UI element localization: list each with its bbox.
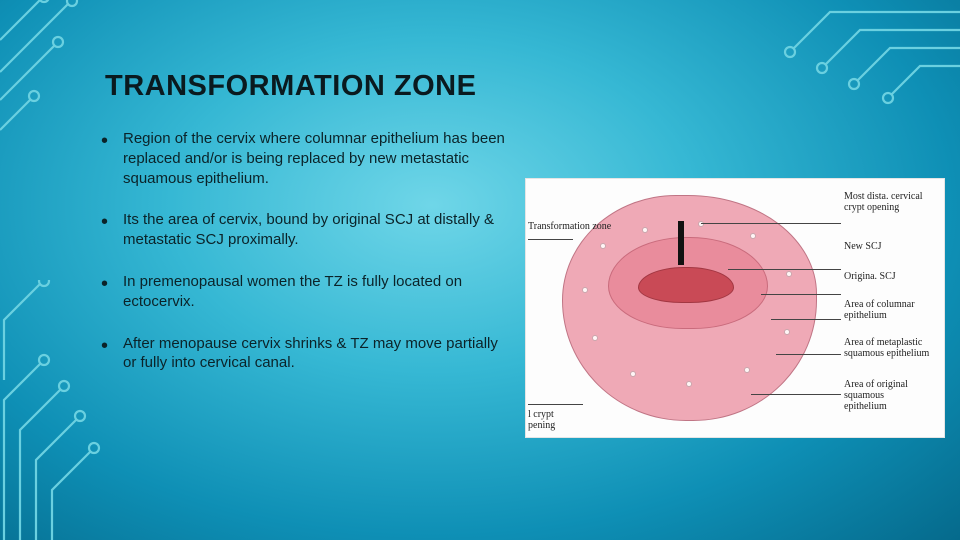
label-distal-crypt: Most dista. cervical crypt opening xyxy=(844,191,944,213)
crypt-dot xyxy=(750,233,756,239)
bullet-item: After menopause cervix shrinks & TZ may … xyxy=(105,334,515,374)
leader-line xyxy=(751,394,841,395)
indicator-bar xyxy=(678,221,684,265)
leader-line xyxy=(728,269,841,270)
crypt-dot xyxy=(630,371,636,377)
leader-line xyxy=(528,404,583,405)
leader-line xyxy=(771,319,841,320)
crypt-dot xyxy=(582,287,588,293)
label-original-squamous: Area of original squamous epithelium xyxy=(844,379,944,412)
crypt-dot xyxy=(642,227,648,233)
label-original-scj: Origina. SCJ xyxy=(844,271,896,282)
bullet-list: Region of the cervix where columnar epit… xyxy=(105,129,515,373)
label-new-scj: New SCJ xyxy=(844,241,882,252)
cervix-diagram: Transformation zone Most dista. cervical… xyxy=(525,178,945,438)
bullet-item: Region of the cervix where columnar epit… xyxy=(105,129,515,188)
label-columnar: Area of columnar epithelium xyxy=(844,299,944,321)
bullet-item: In premenopausal women the TZ is fully l… xyxy=(105,272,515,312)
label-crypt-opening: l crypt pening xyxy=(528,409,555,431)
circuit-left xyxy=(0,280,110,540)
leader-line xyxy=(701,223,841,224)
crypt-dot xyxy=(592,335,598,341)
crypt-dot xyxy=(686,381,692,387)
crypt-dot xyxy=(786,271,792,277)
label-transformation-zone: Transformation zone xyxy=(528,221,611,232)
crypt-dot xyxy=(744,367,750,373)
crypt-dot xyxy=(698,221,704,227)
text-column: TRANSFORMATION ZONE Region of the cervix… xyxy=(105,70,515,500)
crypt-dot xyxy=(600,243,606,249)
slide: TRANSFORMATION ZONE Region of the cervix… xyxy=(0,0,960,540)
figure-column: Transformation zone Most dista. cervical… xyxy=(515,70,920,500)
leader-line xyxy=(761,294,841,295)
leader-line xyxy=(776,354,841,355)
crypt-dot xyxy=(784,329,790,335)
bullet-item: Its the area of cervix, bound by origina… xyxy=(105,210,515,250)
slide-title: TRANSFORMATION ZONE xyxy=(105,70,515,103)
cervical-os-shape xyxy=(638,267,734,303)
leader-line xyxy=(528,239,573,240)
label-metaplastic: Area of metaplastic squamous epithelium xyxy=(844,337,944,359)
